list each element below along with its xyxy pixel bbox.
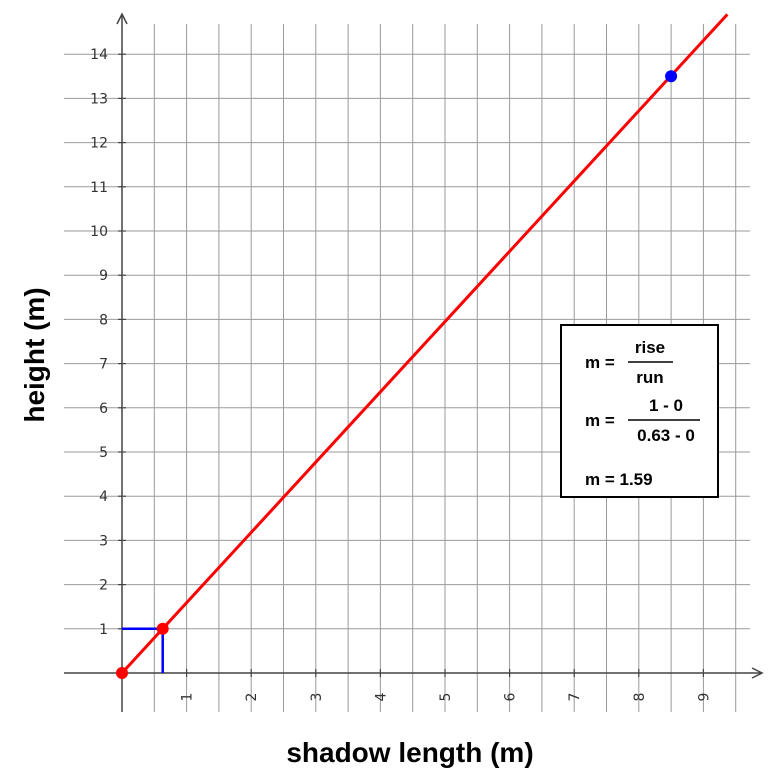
y-tick-label: 6: [99, 401, 108, 417]
y-axis-title: height (m): [19, 287, 50, 422]
best-fit-line: [120, 13, 729, 675]
y-tick-label: 10: [90, 224, 108, 240]
slope-formula-box: m = rise run m = 1 - 0 0.63 - 0 m = 1.59: [560, 324, 719, 498]
y-axis-arrow: [116, 12, 128, 25]
y-tick-label: 7: [99, 357, 108, 373]
formula-line2-prefix: m =: [585, 411, 615, 430]
y-tick-label: 13: [90, 91, 108, 107]
x-tick-label: 4: [373, 692, 389, 701]
x-tick-label: 2: [244, 693, 260, 702]
y-tick-label: 12: [90, 136, 108, 152]
x-axis-arrow: [751, 667, 764, 679]
y-tick-label: 3: [99, 533, 108, 549]
formula-line1-denominator: run: [636, 368, 663, 387]
y-tick-label: 9: [99, 268, 108, 284]
formula-line2-numerator: 1 - 0: [649, 396, 683, 415]
y-tick-label: 8: [99, 312, 108, 328]
x-tick-label: 9: [696, 693, 712, 702]
data-point: [665, 70, 678, 83]
formula-box-border: [560, 324, 719, 498]
data-point: [116, 667, 128, 679]
x-tick-label: 7: [567, 693, 583, 702]
x-tick-label: 3: [309, 693, 325, 702]
y-tick-label: 4: [99, 489, 108, 505]
data-point: [156, 622, 169, 635]
x-tick-label: 5: [438, 693, 454, 702]
formula-result: m = 1.59: [585, 470, 653, 489]
y-tick-label: 2: [99, 578, 108, 594]
formula-line2-denominator: 0.63 - 0: [637, 426, 695, 445]
x-tick-label: 8: [632, 693, 648, 702]
x-tick-label: 1: [180, 693, 196, 702]
formula-line1-prefix: m =: [585, 353, 615, 372]
y-tick-label: 1: [99, 622, 108, 638]
y-tick-label: 14: [90, 47, 108, 63]
x-tick-label: 6: [503, 692, 519, 701]
formula-line1-numerator: rise: [635, 338, 665, 357]
x-axis-title: shadow length (m): [286, 737, 533, 768]
y-tick-label: 11: [90, 180, 108, 196]
y-tick-label: 5: [99, 445, 108, 461]
data-series: [116, 13, 729, 679]
